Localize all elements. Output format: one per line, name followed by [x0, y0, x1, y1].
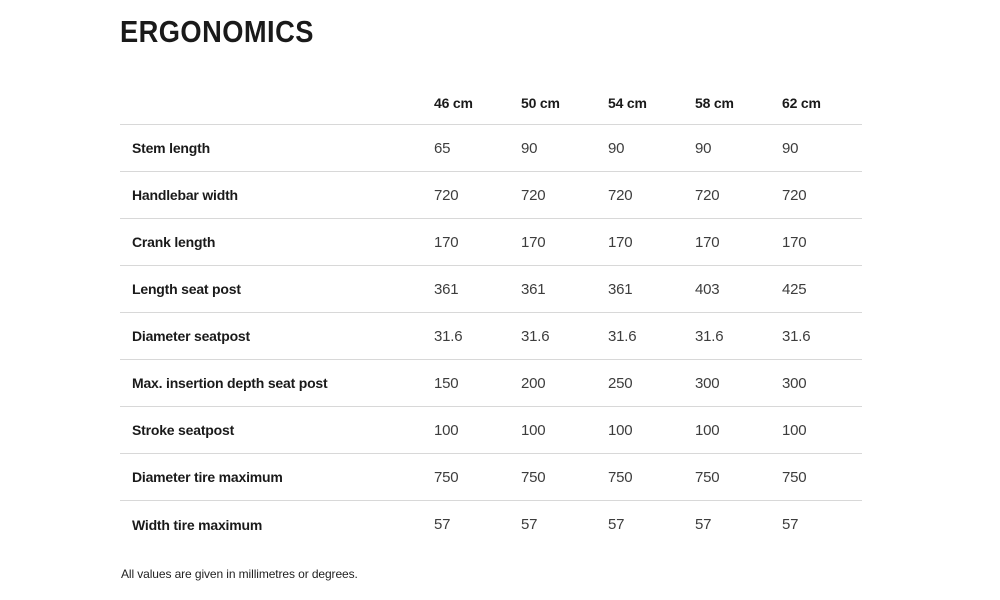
table-row: Stroke seatpost 100 100 100 100 100	[120, 407, 862, 454]
row-label: Handlebar width	[132, 187, 238, 203]
row-label: Diameter seatpost	[132, 328, 250, 344]
row-label: Stem length	[132, 140, 210, 156]
row-value: 150	[434, 374, 459, 392]
row-value: 90	[695, 139, 712, 157]
row-label: Width tire maximum	[132, 516, 263, 533]
table-row: Handlebar width 720 720 720 720 720	[120, 172, 862, 219]
row-value: 361	[608, 280, 633, 298]
table-header-row: 46 cm 50 cm 54 cm 58 cm 62 cm	[120, 48, 862, 125]
column-header: 50 cm	[521, 95, 560, 111]
row-label: Crank length	[132, 234, 216, 250]
row-value: 300	[695, 374, 720, 392]
content-area: ERGONOMICS 46 cm 50 cm 54 cm 58 cm 62 cm Ste…	[120, 0, 862, 581]
row-value: 750	[695, 468, 720, 486]
row-value: 90	[782, 139, 799, 157]
column-header: 54 cm	[608, 95, 647, 111]
row-value: 720	[434, 186, 459, 204]
page-title: ERGONOMICS	[120, 14, 314, 49]
row-value: 31.6	[521, 327, 550, 345]
row-label: Max. insertion depth seat post	[132, 375, 328, 391]
table-row: Diameter tire maximum 750 750 750 750 750	[120, 454, 862, 501]
row-value: 57	[782, 516, 799, 533]
column-header: 58 cm	[695, 95, 734, 111]
row-label: Length seat post	[132, 281, 241, 297]
row-value: 720	[521, 186, 546, 204]
row-value: 720	[695, 186, 720, 204]
row-value: 57	[521, 516, 538, 533]
row-label: Diameter tire maximum	[132, 469, 283, 485]
row-value: 57	[434, 516, 451, 533]
row-value: 100	[782, 421, 807, 439]
row-value: 31.6	[782, 327, 811, 345]
row-value: 100	[521, 421, 546, 439]
row-value: 720	[608, 186, 633, 204]
row-value: 250	[608, 374, 633, 392]
row-value: 300	[782, 374, 807, 392]
row-value: 90	[608, 139, 625, 157]
footnote: All values are given in millimetres or d…	[121, 567, 358, 581]
row-value: 200	[521, 374, 546, 392]
table-row: Stem length 65 90 90 90 90	[120, 125, 862, 172]
row-value: 57	[608, 516, 625, 533]
row-value: 31.6	[695, 327, 724, 345]
table-row: Length seat post 361 361 361 403 425	[120, 266, 862, 313]
row-value: 31.6	[434, 327, 463, 345]
row-value: 100	[608, 421, 633, 439]
row-value: 170	[434, 233, 459, 251]
row-value: 720	[782, 186, 807, 204]
row-value: 170	[608, 233, 633, 251]
ergonomics-table: 46 cm 50 cm 54 cm 58 cm 62 cm Stem length 65 9…	[120, 48, 862, 548]
table-row: Crank length 170 170 170 170 170	[120, 219, 862, 266]
row-value: 750	[782, 468, 807, 486]
row-value: 65	[434, 139, 451, 157]
row-value: 170	[782, 233, 807, 251]
header-label-spacer	[120, 111, 434, 124]
row-value: 750	[608, 468, 633, 486]
column-header: 46 cm	[434, 95, 473, 111]
row-value: 31.6	[608, 327, 637, 345]
table-row: Width tire maximum 57 57 57 57 57	[120, 501, 862, 548]
row-value: 403	[695, 280, 720, 298]
row-value: 361	[434, 280, 459, 298]
row-value: 170	[521, 233, 546, 251]
row-value: 90	[521, 139, 538, 157]
row-value: 57	[695, 516, 712, 533]
table-row: Max. insertion depth seat post 150 200 250 3…	[120, 360, 862, 407]
row-value: 361	[521, 280, 546, 298]
row-value: 750	[434, 468, 459, 486]
table-body: Stem length 65 90 90 90 90 Handlebar width 720 7…	[120, 125, 862, 548]
row-value: 750	[521, 468, 546, 486]
row-label: Stroke seatpost	[132, 422, 235, 438]
row-value: 170	[695, 233, 720, 251]
table-row: Diameter seatpost 31.6 31.6 31.6 31.6 31.6	[120, 313, 862, 360]
row-value: 100	[695, 421, 720, 439]
row-value: 425	[782, 280, 807, 298]
column-header: 62 cm	[782, 95, 821, 111]
row-value: 100	[434, 421, 459, 439]
